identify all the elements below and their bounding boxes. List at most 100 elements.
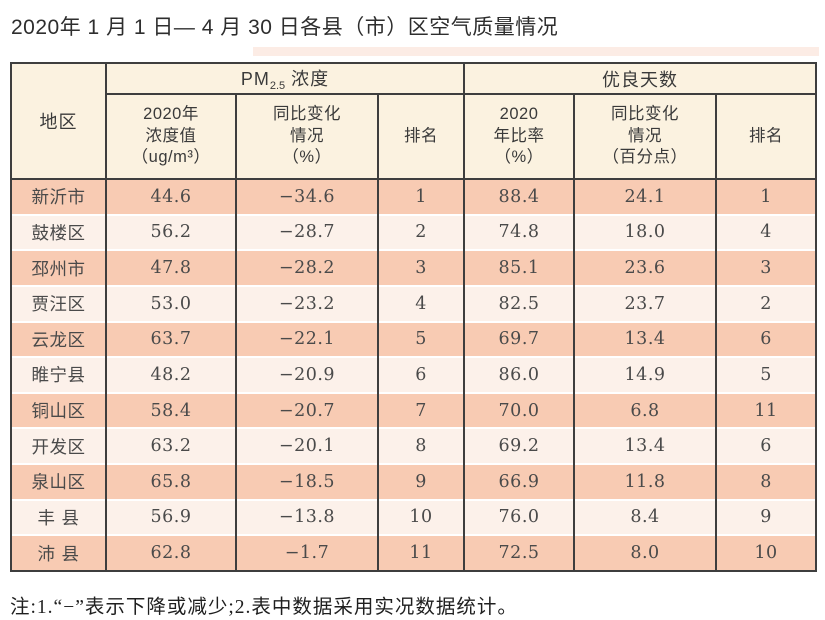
concentration-cell: 48.2 bbox=[105, 356, 237, 393]
concentration-cell: 47.8 bbox=[105, 249, 237, 286]
table-body: 新沂市 44.6 −34.6 1 88.4 24.1 1 鼓楼区 56.2 −2… bbox=[10, 178, 818, 571]
pm-change-cell: −28.2 bbox=[235, 249, 379, 286]
ratio-cell: 66.9 bbox=[463, 463, 576, 500]
concentration-cell: 63.2 bbox=[105, 427, 237, 464]
table-row: 云龙区 63.7 −22.1 5 69.7 13.4 6 bbox=[10, 320, 818, 358]
ratio-change-cell: 6.8 bbox=[573, 391, 718, 429]
ratio-cell: 85.1 bbox=[463, 249, 576, 286]
pm-change-cell: −28.7 bbox=[235, 213, 379, 251]
pm25-label-prefix: PM bbox=[240, 69, 270, 89]
ratio-rank-cell: 10 bbox=[715, 534, 818, 571]
pm25-label-subscript: 2.5 bbox=[269, 80, 286, 92]
footnote: 注:1.“−”表示下降或减少;2.表中数据采用实况数据统计。 bbox=[10, 597, 518, 618]
pm-rank-cell: 5 bbox=[376, 320, 466, 358]
region-cell: 铜山区 bbox=[10, 391, 107, 429]
ratio-cell: 76.0 bbox=[463, 498, 576, 536]
ratio-column-header: 2020 年比率 （%） bbox=[463, 93, 576, 180]
table-row: 丰 县 56.9 −13.8 10 76.0 8.4 9 bbox=[10, 498, 818, 536]
table-row: 贾汪区 53.0 −23.2 4 82.5 23.7 2 bbox=[10, 284, 818, 322]
region-cell: 沛 县 bbox=[10, 534, 107, 571]
pm-rank-cell: 8 bbox=[376, 427, 466, 464]
ratio-cell: 69.7 bbox=[463, 320, 576, 358]
ratio-cell: 82.5 bbox=[463, 284, 576, 322]
concentration-cell: 63.7 bbox=[105, 320, 237, 358]
ratio-cell: 70.0 bbox=[463, 391, 576, 429]
good-days-group-header: 优良天数 bbox=[463, 62, 818, 95]
table-row: 邳州市 47.8 −28.2 3 85.1 23.6 3 bbox=[10, 249, 818, 286]
table-row: 新沂市 44.6 −34.6 1 88.4 24.1 1 bbox=[10, 178, 818, 215]
region-cell: 丰 县 bbox=[10, 498, 107, 536]
table-row: 铜山区 58.4 −20.7 7 70.0 6.8 11 bbox=[10, 391, 818, 429]
ratio-change-cell: 8.4 bbox=[573, 498, 718, 536]
ratio-change-cell: 24.1 bbox=[573, 178, 718, 215]
ratio-change-cell: 18.0 bbox=[573, 213, 718, 251]
table-row: 泉山区 65.8 −18.5 9 66.9 11.8 8 bbox=[10, 463, 818, 500]
pm-rank-cell: 11 bbox=[376, 534, 466, 571]
ratio-rank-cell: 6 bbox=[715, 320, 818, 358]
pm-rank-cell: 4 bbox=[376, 284, 466, 322]
ratio-change-cell: 23.6 bbox=[573, 249, 718, 286]
concentration-cell: 44.6 bbox=[105, 178, 237, 215]
ratio-cell: 74.8 bbox=[463, 213, 576, 251]
region-cell: 新沂市 bbox=[10, 178, 107, 215]
pm-change-column-header: 同比变化 情况 （%） bbox=[235, 93, 379, 180]
region-cell: 邳州市 bbox=[10, 249, 107, 286]
region-cell: 鼓楼区 bbox=[10, 213, 107, 251]
ratio-rank-column-header: 排名 bbox=[715, 93, 818, 180]
ratio-change-column-header: 同比变化 情况 （百分点） bbox=[573, 93, 718, 180]
sub-header-row: 2020年 浓度值 （ug/m³） 同比变化 情况 （%） 排名 2020 年比… bbox=[11, 93, 818, 180]
ratio-change-cell: 14.9 bbox=[573, 356, 718, 393]
pm25-label-suffix: 浓度 bbox=[285, 69, 330, 89]
pm-change-cell: −1.7 bbox=[235, 534, 379, 571]
pm-change-cell: −20.1 bbox=[235, 427, 379, 464]
concentration-cell: 62.8 bbox=[105, 534, 237, 571]
pm-rank-cell: 9 bbox=[376, 463, 466, 500]
ratio-cell: 69.2 bbox=[463, 427, 576, 464]
ratio-rank-cell: 1 bbox=[715, 178, 818, 215]
region-cell: 贾汪区 bbox=[10, 284, 107, 322]
ratio-change-cell: 13.4 bbox=[573, 427, 718, 464]
pm-change-cell: −22.1 bbox=[235, 320, 379, 358]
region-cell: 开发区 bbox=[10, 427, 107, 464]
concentration-cell: 58.4 bbox=[105, 391, 237, 429]
air-quality-table: 地区 PM2.5 浓度 优良天数 2020年 浓度值 （ug/m³） 同比变化 … bbox=[10, 62, 818, 572]
ratio-cell: 72.5 bbox=[463, 534, 576, 571]
group-header-row: 地区 PM2.5 浓度 优良天数 bbox=[10, 62, 818, 180]
pm-change-cell: −13.8 bbox=[235, 498, 379, 536]
pm-change-cell: −34.6 bbox=[235, 178, 379, 215]
concentration-column-header: 2020年 浓度值 （ug/m³） bbox=[105, 93, 237, 180]
ratio-rank-cell: 9 bbox=[715, 498, 818, 536]
pm-rank-column-header: 排名 bbox=[376, 93, 466, 180]
ratio-change-cell: 11.8 bbox=[573, 463, 718, 500]
table-row: 睢宁县 48.2 −20.9 6 86.0 14.9 5 bbox=[10, 356, 818, 393]
pm-rank-cell: 1 bbox=[376, 178, 466, 215]
ratio-rank-cell: 8 bbox=[715, 463, 818, 500]
pm-rank-cell: 2 bbox=[376, 213, 466, 251]
ratio-rank-cell: 4 bbox=[715, 213, 818, 251]
concentration-cell: 65.8 bbox=[105, 463, 237, 500]
region-cell: 泉山区 bbox=[10, 463, 107, 500]
pm-change-cell: −18.5 bbox=[235, 463, 379, 500]
region-cell: 云龙区 bbox=[10, 320, 107, 358]
ratio-change-cell: 23.7 bbox=[573, 284, 718, 322]
pm-change-cell: −23.2 bbox=[235, 284, 379, 322]
pm-rank-cell: 7 bbox=[376, 391, 466, 429]
ratio-rank-cell: 11 bbox=[715, 391, 818, 429]
pm-rank-cell: 10 bbox=[376, 498, 466, 536]
region-column-header: 地区 bbox=[10, 62, 107, 180]
table-row: 开发区 63.2 −20.1 8 69.2 13.4 6 bbox=[10, 427, 818, 464]
pm-rank-cell: 6 bbox=[376, 356, 466, 393]
ratio-cell: 86.0 bbox=[463, 356, 576, 393]
table-row: 沛 县 62.8 −1.7 11 72.5 8.0 10 bbox=[10, 534, 818, 571]
pm-rank-cell: 3 bbox=[376, 249, 466, 286]
decor-strip bbox=[253, 47, 819, 56]
ratio-change-cell: 8.0 bbox=[573, 534, 718, 571]
table-header: 地区 PM2.5 浓度 优良天数 2020年 浓度值 （ug/m³） 同比变化 … bbox=[10, 62, 818, 180]
ratio-cell: 88.4 bbox=[463, 178, 576, 215]
concentration-cell: 53.0 bbox=[105, 284, 237, 322]
pm-change-cell: −20.7 bbox=[235, 391, 379, 429]
ratio-rank-cell: 3 bbox=[715, 249, 818, 286]
ratio-rank-cell: 5 bbox=[715, 356, 818, 393]
ratio-rank-cell: 6 bbox=[715, 427, 818, 464]
concentration-cell: 56.2 bbox=[105, 213, 237, 251]
